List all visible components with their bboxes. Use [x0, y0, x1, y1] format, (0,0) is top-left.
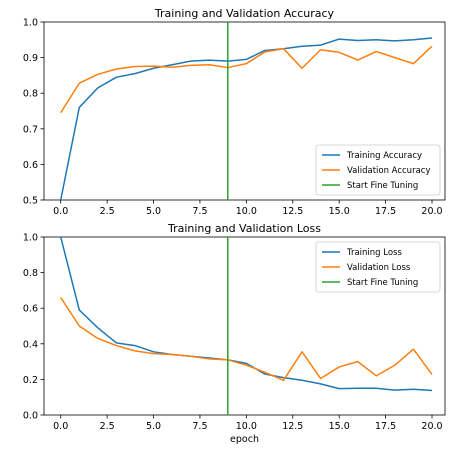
acc-chart-title: Training and Validation Accuracy	[154, 7, 335, 20]
loss-chart: Training and Validation Loss 0.0 2.5 5.0 7.5…	[23, 222, 446, 445]
acc-ytick-label: 0.8	[23, 89, 38, 100]
acc-xtick-label: 20.0	[421, 206, 442, 217]
acc-xtick-label: 17.5	[375, 206, 396, 217]
loss-xtick-label: 12.5	[282, 421, 303, 432]
loss-series-line-training	[59, 237, 433, 392]
loss-ytick-label: 0.6	[23, 304, 38, 315]
loss-ytick-label: 0.4	[23, 339, 38, 350]
loss-series-group	[59, 237, 433, 415]
loss-xtick-label: 7.5	[192, 421, 207, 432]
loss-legend-label: Validation Loss	[347, 263, 411, 273]
loss-xtick-label: 17.5	[375, 421, 396, 432]
acc-legend-label: Validation Accuracy	[347, 166, 430, 176]
loss-legend-box	[315, 241, 441, 293]
loss-chart-title: Training and Validation Loss	[167, 222, 321, 235]
loss-ytick-label: 0.8	[23, 268, 38, 279]
acc-xtick-label: 5.0	[146, 206, 161, 217]
loss-ytick-label: 0.0	[23, 411, 38, 422]
loss-ytick-label: 1.0	[23, 233, 38, 244]
loss-legend: Training Loss Validation Loss Start Fine T…	[315, 241, 441, 293]
acc-legend-label: Training Accuracy	[346, 151, 422, 161]
acc-ytick-label: 1.0	[23, 18, 38, 29]
acc-legend-label: Start Fine Tuning	[347, 181, 418, 191]
acc-legend: Training Accuracy Validation Accuracy Star…	[315, 144, 441, 196]
loss-x-axis-label: epoch	[230, 434, 259, 445]
loss-ytick-label: 0.2	[23, 375, 38, 386]
acc-xtick-label: 15.0	[329, 206, 350, 217]
acc-ytick-label: 0.5	[23, 196, 38, 207]
accuracy-chart: Training and Validation Accuracy 0.0 2.5 5.…	[23, 7, 446, 217]
acc-xtick-label: 10.0	[236, 206, 257, 217]
acc-series-line-training	[59, 37, 433, 200]
loss-xtick-label: 0.0	[53, 421, 68, 432]
loss-plot-frame	[43, 236, 446, 416]
acc-xtick-label: 0.0	[53, 206, 68, 217]
acc-ytick-label: 0.7	[23, 124, 38, 135]
loss-xtick-label: 15.0	[329, 421, 350, 432]
acc-ytick-label: 0.6	[23, 160, 38, 171]
acc-xtick-label: 2.5	[100, 206, 115, 217]
loss-xtick-label: 2.5	[100, 421, 115, 432]
acc-ytick-label: 0.9	[23, 53, 38, 64]
acc-series-group	[59, 22, 433, 200]
loss-legend-label: Start Fine Tuning	[347, 278, 418, 288]
loss-series-line-validation	[60, 297, 433, 382]
acc-xtick-label: 7.5	[192, 206, 207, 217]
acc-legend-box	[315, 144, 441, 196]
acc-xtick-label: 12.5	[282, 206, 303, 217]
acc-series-line-validation	[60, 45, 433, 114]
loss-xtick-label: 5.0	[146, 421, 161, 432]
acc-plot-frame	[43, 21, 446, 201]
loss-xtick-label: 20.0	[421, 421, 442, 432]
loss-xtick-label: 10.0	[236, 421, 257, 432]
loss-legend-label: Training Loss	[346, 248, 402, 258]
